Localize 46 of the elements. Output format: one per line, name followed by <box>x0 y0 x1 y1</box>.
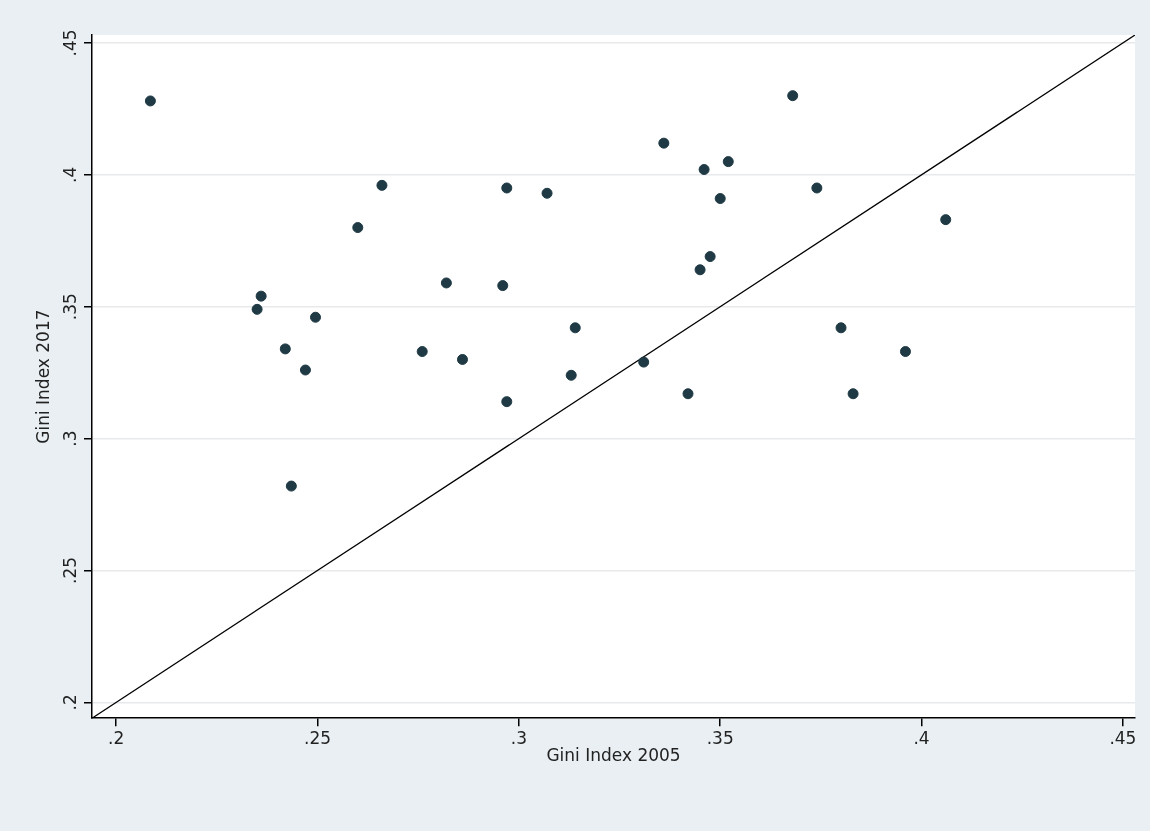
y-tick-label: .45 <box>59 29 80 57</box>
point <box>541 187 553 199</box>
point <box>376 179 388 191</box>
point <box>704 251 716 263</box>
x-tick-label: .3 <box>510 727 527 748</box>
point <box>440 277 452 289</box>
point <box>714 193 726 205</box>
point <box>255 290 267 302</box>
x-tick-label: .35 <box>706 727 734 748</box>
point <box>501 182 513 194</box>
point <box>787 90 799 102</box>
point <box>251 303 263 315</box>
y-axis-title: Gini Index 2017 <box>32 309 53 444</box>
point <box>682 388 694 400</box>
x-tick-label: .45 <box>1109 727 1137 748</box>
point <box>144 95 156 107</box>
point <box>497 280 509 292</box>
point <box>279 343 291 355</box>
y-tick-label: .4 <box>59 166 80 183</box>
point <box>352 222 364 234</box>
point <box>835 322 847 334</box>
point <box>310 311 321 323</box>
point <box>569 322 581 334</box>
y-tick-label: .3 <box>59 430 80 447</box>
x-tick-label: .2 <box>108 727 125 748</box>
point <box>456 353 468 365</box>
point <box>811 182 823 194</box>
point <box>416 346 428 358</box>
point <box>940 214 952 226</box>
point <box>501 396 513 408</box>
point <box>638 356 650 368</box>
x-tick-label: .4 <box>913 727 930 748</box>
y-tick-label: .25 <box>59 556 80 584</box>
point <box>658 137 670 149</box>
point <box>299 364 311 376</box>
point <box>694 264 706 276</box>
x-axis-title: Gini Index 2005 <box>546 745 681 766</box>
point <box>285 480 297 492</box>
y-tick-label: .35 <box>59 293 80 321</box>
x-tick-label: .25 <box>303 727 332 748</box>
point <box>722 156 734 168</box>
point <box>847 388 859 400</box>
point <box>565 369 577 381</box>
y-tick-label: .2 <box>59 694 80 711</box>
point <box>698 164 710 176</box>
point <box>899 346 911 358</box>
